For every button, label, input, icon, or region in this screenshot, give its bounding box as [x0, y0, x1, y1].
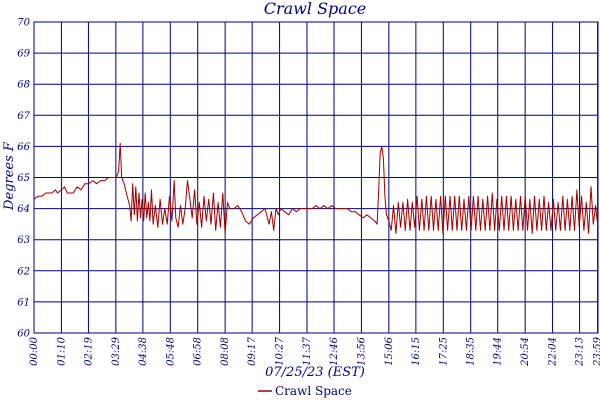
y-axis-label: Degrees F: [2, 141, 17, 211]
y-tick-label: 64: [17, 204, 30, 215]
y-tick-label: 67: [17, 111, 30, 122]
x-tick-label: 19:44: [493, 337, 504, 366]
y-tick-label: 60: [17, 329, 30, 340]
x-tick-label: 11:37: [302, 336, 313, 365]
legend-label: Crawl Space: [275, 384, 352, 398]
x-tick-label: 06:58: [193, 337, 204, 366]
x-tick-label: 23:59: [593, 336, 600, 366]
legend: Crawl Space: [258, 384, 352, 398]
x-tick-label: 03:29: [111, 336, 122, 365]
y-tick-label: 62: [17, 266, 30, 277]
x-tick-label: 00:00: [29, 336, 40, 365]
x-tick-label: 05:48: [165, 337, 176, 366]
plot-area: 60 61 62 63 64 65 66 67 68 69 70 00:00 01:10 02:19 03:…: [17, 18, 600, 367]
chart-title: Crawl Space: [264, 0, 367, 18]
x-tick-label: 09:17: [247, 336, 258, 365]
series-line: [33, 142, 599, 234]
x-tick-label: 23:13: [575, 337, 586, 367]
x-tick-label: 17:25: [438, 337, 449, 366]
x-tick-label: 04:38: [138, 337, 149, 366]
x-tick-label: 22:04: [548, 337, 559, 367]
x-tick-label: 18:35: [466, 337, 477, 366]
x-tick-label: 08:08: [220, 337, 231, 366]
y-tick-label: 63: [17, 235, 30, 246]
x-tick-label: 12:46: [329, 336, 340, 365]
y-tick-label: 69: [17, 49, 30, 60]
x-tick-label: 15:06: [384, 336, 395, 365]
x-tick-label: 20:54: [520, 337, 531, 367]
x-tick-label: 16:15: [411, 337, 422, 366]
y-tick-label: 61: [17, 297, 30, 308]
x-tick-label: 10:27: [275, 336, 286, 365]
y-tick-label: 65: [17, 173, 30, 184]
x-tick-label: 13:56: [356, 336, 367, 365]
y-tick-label: 70: [17, 18, 30, 29]
y-tick-label: 68: [17, 80, 30, 91]
y-tick-label: 66: [17, 142, 30, 153]
x-tick-label: 01:10: [56, 336, 67, 365]
x-tick-label: 02:19: [83, 336, 94, 365]
x-axis-label: 07/25/23 (EST): [265, 365, 365, 380]
